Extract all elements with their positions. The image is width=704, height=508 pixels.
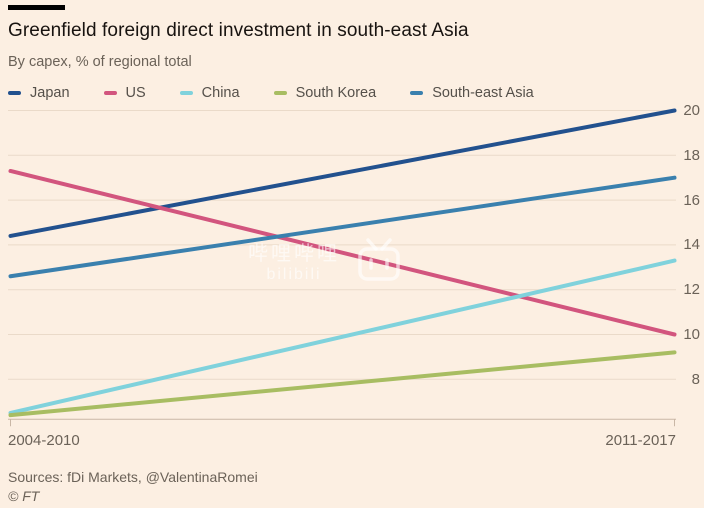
- ft-copyright: © FT: [8, 488, 40, 504]
- series-line-japan: [8, 108, 677, 238]
- y-tick-label: 16: [683, 191, 700, 209]
- chart-title: Greenfield foreign direct investment in …: [8, 20, 469, 41]
- y-tick-label: 14: [683, 236, 700, 254]
- y-tick-label: 10: [683, 326, 700, 343]
- legend-label: South-east Asia: [432, 85, 534, 101]
- x-tick-label-second: 2011-2017: [605, 432, 676, 449]
- legend-swatch-south-korea: [273, 91, 287, 95]
- legend-item-us: US: [103, 85, 146, 101]
- legend-item-south-east-asia: South-east Asia: [410, 85, 534, 101]
- legend-swatch-south-east-asia: [410, 91, 424, 95]
- x-tick-label-first: 2004-2010: [8, 432, 80, 449]
- y-tick-label: 20: [683, 102, 700, 119]
- y-tick-label: 12: [683, 281, 700, 299]
- legend-swatch-japan: [8, 91, 21, 95]
- series-line-china: [8, 258, 677, 415]
- legend-item-japan: Japan: [8, 85, 70, 101]
- legend-label: Japan: [30, 85, 70, 101]
- legend-label: China: [201, 85, 240, 101]
- legend-label: South Korea: [295, 85, 377, 101]
- ft-top-rule: [8, 5, 65, 10]
- legend-swatch-china: [179, 91, 193, 95]
- y-tick-label: 18: [683, 146, 700, 164]
- legend-item-china: China: [179, 85, 240, 101]
- legend: Japan US China South Korea South-east As…: [8, 85, 534, 101]
- sources-note: Sources: fDi Markets, @ValentinaRomei: [8, 469, 258, 485]
- series-line-south-east-asia: [8, 175, 677, 279]
- chart-subtitle: By capex, % of regional total: [8, 54, 192, 70]
- series-line-south-korea: [8, 350, 677, 418]
- y-tick-label: 8: [691, 370, 700, 388]
- legend-item-south-korea: South Korea: [273, 85, 377, 101]
- legend-label: US: [125, 85, 146, 101]
- legend-swatch-us: [103, 91, 117, 95]
- series-line-us: [8, 168, 677, 337]
